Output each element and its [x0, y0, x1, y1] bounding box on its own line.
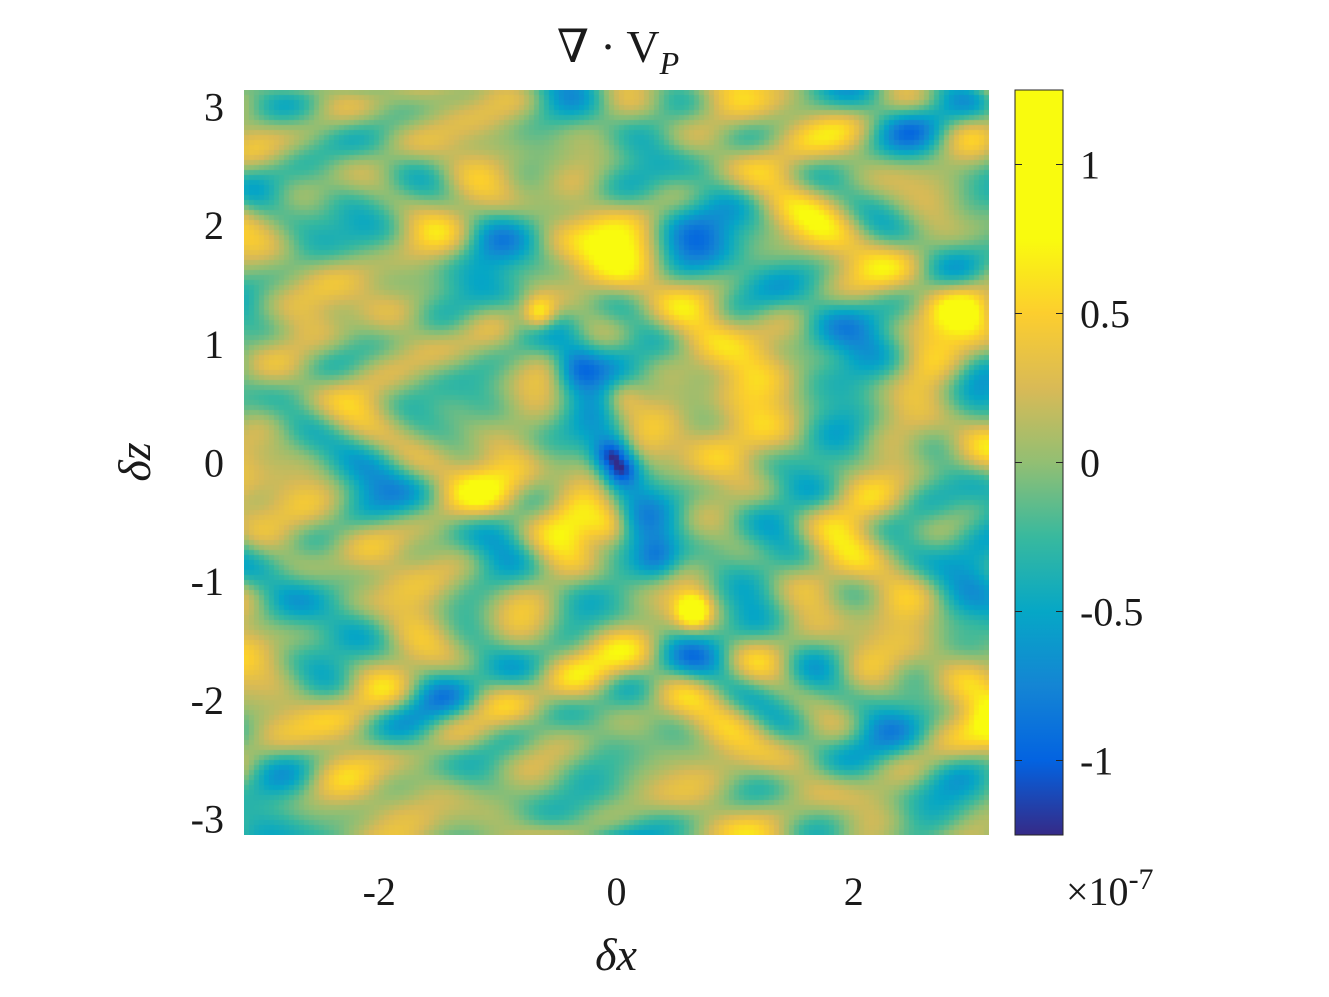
y-tick-label: 0 — [204, 441, 224, 486]
multiplier-exponent: -7 — [1129, 863, 1154, 896]
y-tick-label: -3 — [191, 796, 224, 841]
chart-title: ∇ · VP — [557, 21, 679, 81]
x-tick-label: 0 — [607, 869, 627, 914]
y-tick-label: -2 — [191, 678, 224, 723]
colorbar — [1015, 90, 1063, 835]
y-tick-label: 2 — [204, 203, 224, 248]
colorbar-ticks: -1 -0.5 0 0.5 1 — [1015, 143, 1143, 784]
x-tick-label: 2 — [844, 869, 864, 914]
colorbar-tick-label: 0.5 — [1080, 292, 1130, 337]
title-main: ∇ · V — [557, 21, 660, 72]
y-axis-label: δz — [109, 442, 160, 481]
colorbar-tick-label: 0 — [1080, 441, 1100, 486]
heatmap-plot — [244, 90, 989, 835]
colorbar-multiplier: ×10-7 — [1066, 863, 1154, 914]
x-tick-label: -2 — [363, 869, 396, 914]
colorbar-tick-label: -0.5 — [1080, 590, 1143, 635]
title-subscript: P — [659, 45, 680, 81]
multiplier-base: ×10 — [1066, 869, 1129, 914]
colorbar-tick-label: -1 — [1080, 739, 1113, 784]
x-axis-ticks: -2 0 2 — [363, 869, 864, 914]
colorbar-tick-label: 1 — [1080, 143, 1100, 188]
y-tick-label: -1 — [191, 559, 224, 604]
y-axis-ticks: -3 -2 -1 0 1 2 3 — [191, 85, 224, 842]
x-axis-label: δx — [595, 929, 637, 980]
heatmap-frame — [244, 90, 989, 835]
y-tick-label: 1 — [204, 322, 224, 367]
y-tick-label: 3 — [204, 85, 224, 130]
